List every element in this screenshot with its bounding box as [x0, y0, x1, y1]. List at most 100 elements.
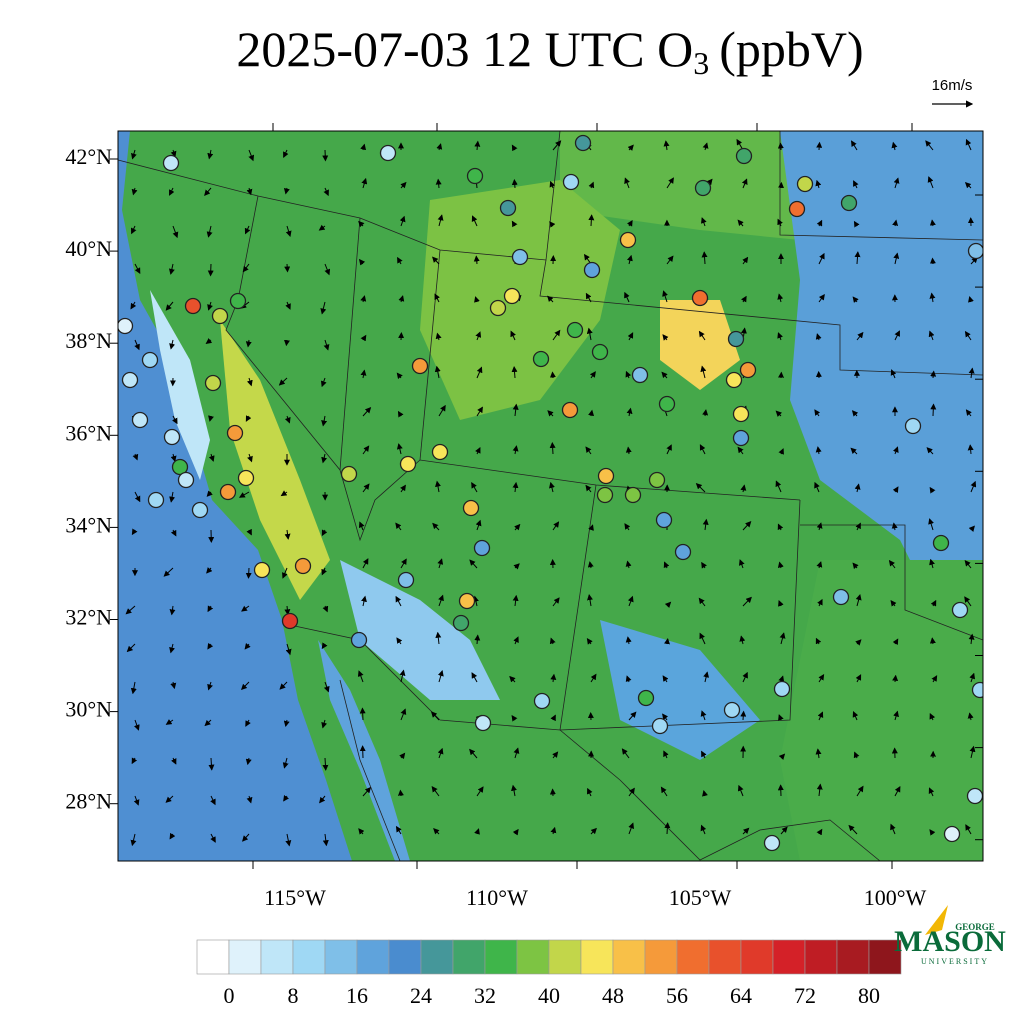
colorbar-label: 24	[410, 983, 432, 1008]
wind-arrow	[895, 676, 896, 682]
colorbar-box	[197, 940, 229, 974]
wind-arrow	[933, 404, 934, 416]
colorbar-label: 64	[730, 983, 752, 1008]
station	[934, 536, 949, 551]
station	[953, 603, 968, 618]
station	[505, 289, 520, 304]
lat-label: 32°N	[65, 605, 112, 630]
station	[842, 196, 857, 211]
station	[501, 201, 516, 216]
colorbar-label: 16	[346, 983, 368, 1008]
station	[476, 716, 491, 731]
station	[968, 789, 983, 804]
station	[206, 376, 221, 391]
wind-arrow	[552, 372, 553, 378]
station	[475, 541, 490, 556]
colorbar-label: 8	[288, 983, 299, 1008]
lat-label: 42°N	[65, 144, 112, 169]
station	[626, 488, 641, 503]
station	[798, 177, 813, 192]
colorbar-box	[485, 940, 517, 974]
wind-arrow	[667, 823, 668, 834]
station	[381, 146, 396, 161]
colorbar-box	[581, 940, 613, 974]
station	[568, 323, 583, 338]
wind-arrow	[400, 791, 401, 796]
station	[729, 332, 744, 347]
lat-label: 38°N	[65, 328, 112, 353]
wind-arrow	[248, 568, 249, 578]
station	[164, 156, 179, 171]
map	[118, 131, 988, 861]
station	[653, 719, 668, 734]
station	[564, 175, 579, 190]
station	[213, 309, 228, 324]
lat-label: 34°N	[65, 512, 112, 537]
station	[693, 291, 708, 306]
station	[969, 244, 984, 259]
station	[741, 363, 756, 378]
colorbar-label: 56	[666, 983, 688, 1008]
station	[593, 345, 608, 360]
title: 2025-07-03 12 UTC O3(ppbV)	[236, 21, 863, 81]
station	[535, 694, 550, 709]
station	[454, 616, 469, 631]
station	[221, 485, 236, 500]
station	[179, 473, 194, 488]
lat-label: 30°N	[65, 697, 112, 722]
wind-reference-label: 16m/s	[932, 77, 973, 94]
wind-arrow	[932, 258, 933, 264]
station	[676, 545, 691, 560]
station	[727, 373, 742, 388]
logo: GEORGE MASON UNIVERSITY	[894, 905, 1006, 966]
lat-label: 28°N	[65, 789, 112, 814]
station	[660, 397, 675, 412]
colorbar-box	[453, 940, 485, 974]
colorbar-box	[421, 940, 453, 974]
station	[775, 682, 790, 697]
station	[633, 368, 648, 383]
station	[906, 419, 921, 434]
station	[734, 407, 749, 422]
colorbar-box	[389, 940, 421, 974]
colorbar-box	[325, 940, 357, 974]
colorbar-box	[741, 940, 773, 974]
wind-arrow	[362, 708, 363, 720]
station	[598, 488, 613, 503]
wind-arrow	[780, 143, 781, 150]
station	[534, 352, 549, 367]
station	[621, 233, 636, 248]
station	[725, 703, 740, 718]
colorbar-box	[517, 940, 549, 974]
station	[563, 403, 578, 418]
logo-bottom: UNIVERSITY	[921, 957, 989, 966]
station	[193, 503, 208, 518]
colorbar-box	[229, 940, 261, 974]
station	[585, 263, 600, 278]
station	[118, 319, 133, 334]
station	[228, 426, 243, 441]
lon-label: 100°W	[864, 885, 927, 910]
station	[239, 471, 254, 486]
station	[186, 299, 201, 314]
lon-label: 110°W	[466, 885, 528, 910]
station	[599, 469, 614, 484]
station	[513, 250, 528, 265]
station	[296, 559, 311, 574]
station	[149, 493, 164, 508]
colorbar-box	[293, 940, 325, 974]
lat-label: 36°N	[65, 420, 112, 445]
wind-arrow	[287, 264, 288, 271]
station	[255, 563, 270, 578]
colorbar-box	[261, 940, 293, 974]
station	[342, 467, 357, 482]
station	[639, 691, 654, 706]
station	[283, 614, 298, 629]
station	[790, 202, 805, 217]
lat-label: 40°N	[65, 236, 112, 261]
station	[133, 413, 148, 428]
station	[491, 301, 506, 316]
station	[657, 513, 672, 528]
colorbar-box	[709, 940, 741, 974]
